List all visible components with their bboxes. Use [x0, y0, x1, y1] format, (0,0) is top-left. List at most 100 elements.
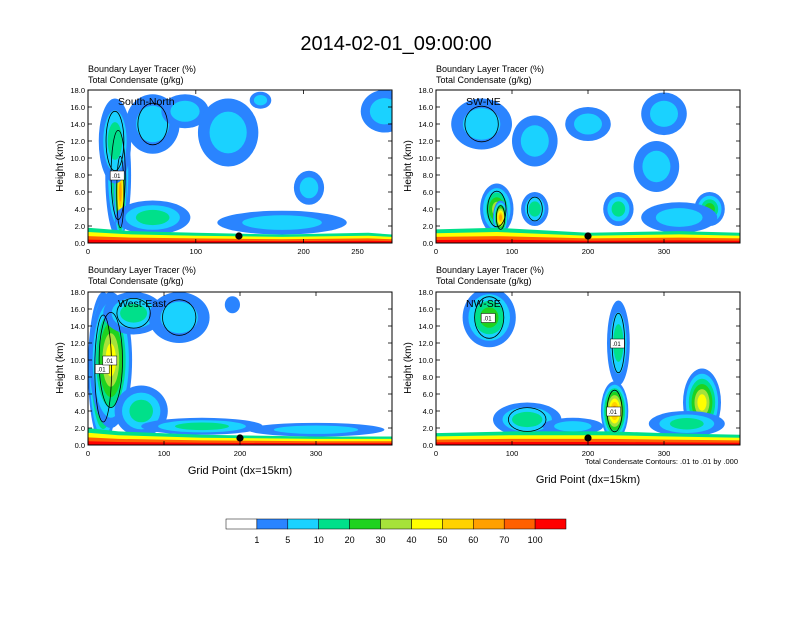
- tracer-blob: [451, 98, 512, 150]
- tracer-level-2: [209, 111, 247, 154]
- contour-label-box: [606, 406, 621, 417]
- x-tick-label: 0: [86, 449, 90, 458]
- location-marker: [584, 232, 592, 240]
- tracer-level-3: [512, 411, 543, 428]
- y-tick-label: 0.0: [75, 239, 85, 248]
- x-tick-label: 0: [86, 247, 90, 256]
- tracer-blob: [542, 417, 604, 435]
- tracer-level-3: [135, 209, 170, 226]
- y-tick-label: 12.0: [70, 137, 85, 146]
- panel-2-plot: .01 .01 0.0 2.0 4.0 6.0 8.0 10.0 12.0 14.0 16.0 18.…: [70, 288, 393, 458]
- panel-0: Boundary Layer Tracer (%) Total Condensa…: [55, 64, 393, 256]
- colorbar-swatch: [225, 518, 258, 530]
- panel-3: Boundary Layer Tracer (%) Total Condensa…: [403, 265, 741, 486]
- tracer-blob: [247, 422, 385, 437]
- y-tick-label: 2.0: [75, 424, 85, 433]
- panel-2-ylabel: Height (km): [55, 342, 66, 394]
- panel-label: NW-SE: [466, 298, 501, 310]
- y-tick-label: 8.0: [75, 171, 85, 180]
- tracer-blob: [148, 292, 210, 343]
- contour-label: .01: [612, 342, 621, 348]
- tracer-level-2: [520, 125, 549, 157]
- contour-label-box: [480, 313, 496, 323]
- y-tick-label: 10.0: [70, 356, 85, 365]
- colorbar-label: 10: [314, 535, 324, 545]
- y-tick-label: 18.0: [418, 288, 433, 297]
- colorbar: 1 5 10 20 30 40 50 60 70 100: [225, 518, 567, 545]
- x-tick-label: 200: [582, 247, 595, 256]
- tracer-blob: [249, 91, 272, 109]
- y-tick-label: 2.0: [75, 222, 85, 231]
- panel-1: Boundary Layer Tracer (%) Total Condensa…: [403, 64, 741, 256]
- tracer-blob: [521, 192, 549, 226]
- tracer-level-2: [170, 100, 200, 122]
- tracer-level-2: [299, 177, 319, 199]
- panel-0-ylabel: Height (km): [55, 140, 66, 192]
- condensate-contour: [162, 299, 197, 336]
- x-tick-label: 300: [310, 449, 323, 458]
- x-tick-label: 100: [190, 247, 203, 256]
- tracer-blob: [197, 98, 259, 167]
- tracer-level-3: [528, 201, 541, 217]
- colorbar-label: 70: [499, 535, 509, 545]
- panel-0-plot: .01 0.0 2.0 4.0 6.0 8.0 10.0 12.0 14.0 16.0 18.0 0 1…: [70, 86, 393, 256]
- y-tick-label: 16.0: [418, 103, 433, 112]
- location-marker: [584, 434, 592, 442]
- location-marker: [235, 232, 243, 240]
- y-tick-label: 18.0: [418, 86, 433, 95]
- y-tick-label: 0.0: [423, 441, 433, 450]
- tracer-blob: [603, 192, 634, 226]
- y-tick-label: 12.0: [70, 339, 85, 348]
- panel-1-ylabel: Height (km): [403, 140, 414, 192]
- colorbar-label: 30: [375, 535, 385, 545]
- panel-label: West-East: [118, 298, 166, 310]
- panel-1-plot: 0.0 2.0 4.0 6.0 8.0 10.0 12.0 14.0 16.0 18.0 0 100 2…: [418, 86, 741, 256]
- tracer-level-2: [369, 98, 392, 125]
- tracer-blob: [641, 92, 687, 136]
- contour-label-box: [610, 338, 625, 349]
- condensate-contour: [137, 102, 168, 146]
- y-tick-label: 14.0: [70, 322, 85, 331]
- colorbar-swatch: [380, 518, 412, 530]
- panel-2-header-right: Total Condensate (g/kg): [88, 276, 184, 286]
- contour-label-box: [94, 364, 110, 374]
- tracer-level-2: [462, 108, 501, 140]
- y-tick-label: 6.0: [75, 188, 85, 197]
- tracer-level-3: [120, 303, 148, 323]
- panel-2: Boundary Layer Tracer (%) Total Condensa…: [55, 265, 393, 477]
- condensate-contour: [98, 311, 123, 408]
- y-tick-label: 4.0: [75, 205, 85, 214]
- tracer-level-2: [273, 425, 359, 434]
- tracer-level-2: [253, 95, 268, 106]
- panel-1-header-right: Total Condensate (g/kg): [436, 75, 532, 85]
- condensate-contour: [464, 105, 499, 143]
- colorbar-label: 100: [528, 535, 543, 545]
- tracer-level-2: [650, 100, 678, 127]
- tracer-field: .01: [88, 90, 392, 243]
- x-tick-label: 0: [434, 449, 438, 458]
- colorbar-swatch: [318, 518, 350, 530]
- condensate-contour: [487, 190, 507, 228]
- contour-label: .01: [105, 359, 114, 365]
- condensate-contour: [105, 110, 125, 172]
- tracer-blob: [114, 200, 191, 235]
- y-tick-label: 12.0: [418, 339, 433, 348]
- y-tick-label: 12.0: [418, 137, 433, 146]
- y-tick-label: 8.0: [423, 171, 433, 180]
- tracer-level-3: [129, 399, 153, 423]
- condensate-contour: [508, 407, 547, 432]
- x-tick-label: 100: [506, 449, 519, 458]
- plot-frame: [87, 89, 393, 244]
- x-tick-label: 200: [234, 449, 247, 458]
- y-tick-label: 6.0: [423, 188, 433, 197]
- condensate-contour: [495, 205, 506, 230]
- y-tick-label: 18.0: [70, 86, 85, 95]
- colorbar-swatch: [256, 518, 289, 530]
- y-tick-label: 10.0: [70, 154, 85, 163]
- tracer-blob: [293, 170, 325, 205]
- colorbar-swatch: [503, 518, 536, 530]
- x-tick-label: 300: [658, 247, 671, 256]
- panel-0-header-right: Total Condensate (g/kg): [88, 75, 184, 85]
